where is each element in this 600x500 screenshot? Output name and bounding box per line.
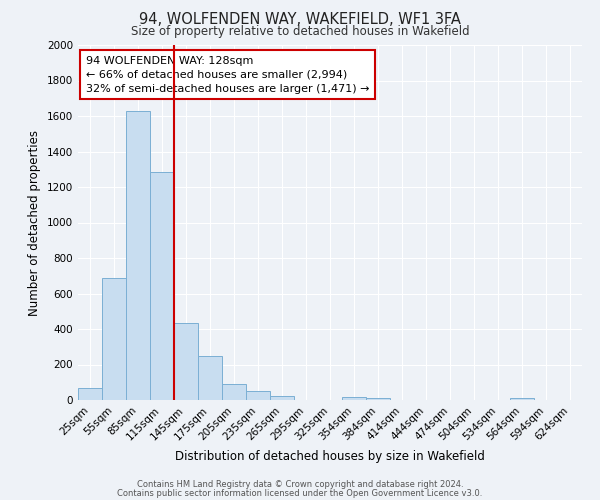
Text: 94, WOLFENDEN WAY, WAKEFIELD, WF1 3FA: 94, WOLFENDEN WAY, WAKEFIELD, WF1 3FA: [139, 12, 461, 28]
Bar: [342, 398, 366, 400]
Text: Contains HM Land Registry data © Crown copyright and database right 2024.: Contains HM Land Registry data © Crown c…: [137, 480, 463, 489]
Y-axis label: Number of detached properties: Number of detached properties: [28, 130, 41, 316]
Bar: [102, 278, 126, 400]
Bar: [126, 110, 150, 400]
X-axis label: Distribution of detached houses by size in Wakefield: Distribution of detached houses by size …: [175, 450, 485, 463]
Bar: [222, 384, 246, 400]
Bar: [270, 396, 294, 400]
Bar: [246, 391, 270, 400]
Text: Size of property relative to detached houses in Wakefield: Size of property relative to detached ho…: [131, 25, 469, 38]
Text: 94 WOLFENDEN WAY: 128sqm
← 66% of detached houses are smaller (2,994)
32% of sem: 94 WOLFENDEN WAY: 128sqm ← 66% of detach…: [86, 56, 369, 94]
Bar: [174, 323, 198, 400]
Bar: [150, 172, 174, 400]
Bar: [78, 388, 102, 400]
Text: Contains public sector information licensed under the Open Government Licence v3: Contains public sector information licen…: [118, 488, 482, 498]
Bar: [510, 398, 534, 400]
Bar: [198, 356, 222, 400]
Bar: [366, 398, 390, 400]
